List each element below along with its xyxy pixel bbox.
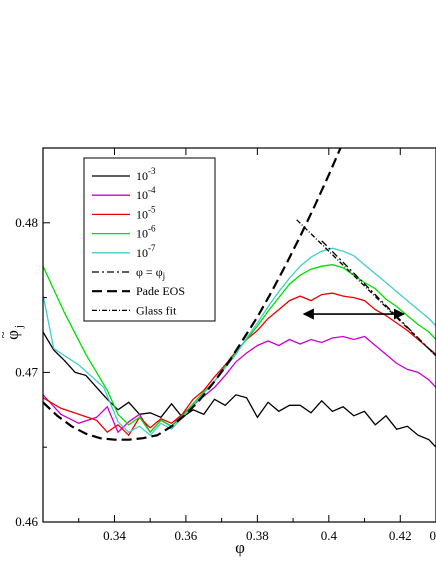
plot-frame <box>42 147 436 523</box>
ticks-layer: 0.34 0.36 0.38 0.4 0.42 0 0.46 0.47 0.48 <box>15 148 436 543</box>
x-tick-label-5: 0 <box>430 528 436 543</box>
legend-label-5: φ = φj <box>136 265 165 281</box>
legend-label-7: Glass fit <box>136 303 177 317</box>
x-tick-label-1: 0.36 <box>175 528 198 543</box>
y-tick-label-1: 0.47 <box>15 364 38 379</box>
series-line-1 <box>43 335 436 434</box>
y-axis-label-tilde: ~ <box>0 331 10 338</box>
y-axis-label-sub: j <box>13 325 25 329</box>
x-tick-label-2: 0.38 <box>246 528 269 543</box>
legend-box <box>83 157 216 322</box>
y-axis-label: ~ φ j <box>0 325 25 340</box>
y-tick-label-2: 0.48 <box>15 215 38 230</box>
series-line-6 <box>43 148 342 441</box>
series-line-4 <box>43 247 436 437</box>
series-layer <box>43 148 436 448</box>
x-tick-label-3: 0.4 <box>321 528 338 543</box>
y-tick-label-0: 0.46 <box>15 514 38 529</box>
y-axis-label-main: φ <box>3 330 22 340</box>
x-axis-label: φ <box>235 538 245 557</box>
series-line-3 <box>43 264 436 434</box>
x-tick-label-4: 0.42 <box>389 528 412 543</box>
legend-label-6: Pade EOS <box>136 284 185 298</box>
x-tick-label-0: 0.34 <box>103 528 126 543</box>
series-line-7 <box>296 219 436 357</box>
